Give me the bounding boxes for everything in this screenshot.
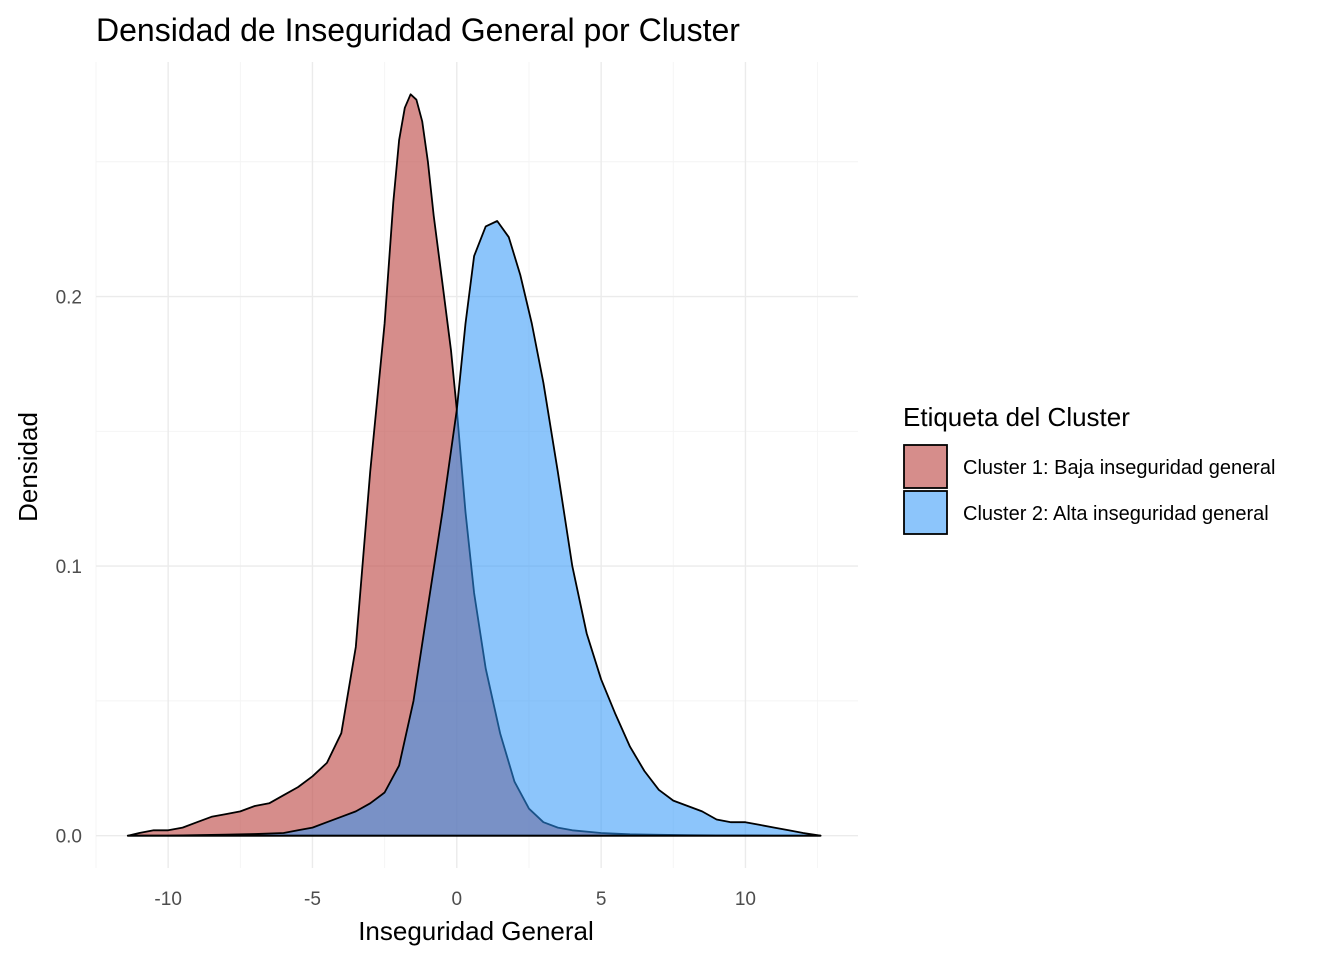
legend-title: Etiqueta del Cluster (903, 402, 1130, 432)
legend-key-cluster-2 (903, 490, 948, 535)
plot-area (95, 62, 858, 868)
y-tick-label: 0.1 (56, 557, 82, 578)
minor-gridlines (95, 62, 858, 868)
legend-key-cluster-1 (903, 444, 948, 489)
y-axis-title: Densidad (13, 412, 43, 522)
x-axis-title: Inseguridad General (358, 916, 594, 946)
legend-label-cluster-2: Cluster 2: Alta inseguridad general (963, 503, 1269, 525)
y-axis-ticks: 0.0 0.1 0.2 (56, 288, 82, 848)
x-tick-label: 0 (452, 889, 463, 910)
x-tick-label: -10 (154, 889, 181, 910)
density-areas (126, 93, 822, 837)
chart-title: Densidad de Inseguridad General por Clus… (96, 12, 740, 48)
x-tick-label: -5 (304, 889, 321, 910)
legend-items: Cluster 1: Baja inseguridad general Clust… (903, 444, 1275, 535)
x-tick-label: 10 (735, 889, 756, 910)
density-area-cluster-2 (126, 220, 822, 837)
y-tick-label: 0.0 (56, 827, 82, 848)
legend-label-cluster-1: Cluster 1: Baja inseguridad general (963, 457, 1275, 479)
x-tick-label: 5 (596, 889, 607, 910)
x-axis-ticks: -10 -5 0 5 10 (154, 889, 756, 910)
legend: Etiqueta del Cluster Cluster 1: Baja ins… (903, 402, 1275, 535)
y-tick-label: 0.2 (56, 288, 82, 309)
